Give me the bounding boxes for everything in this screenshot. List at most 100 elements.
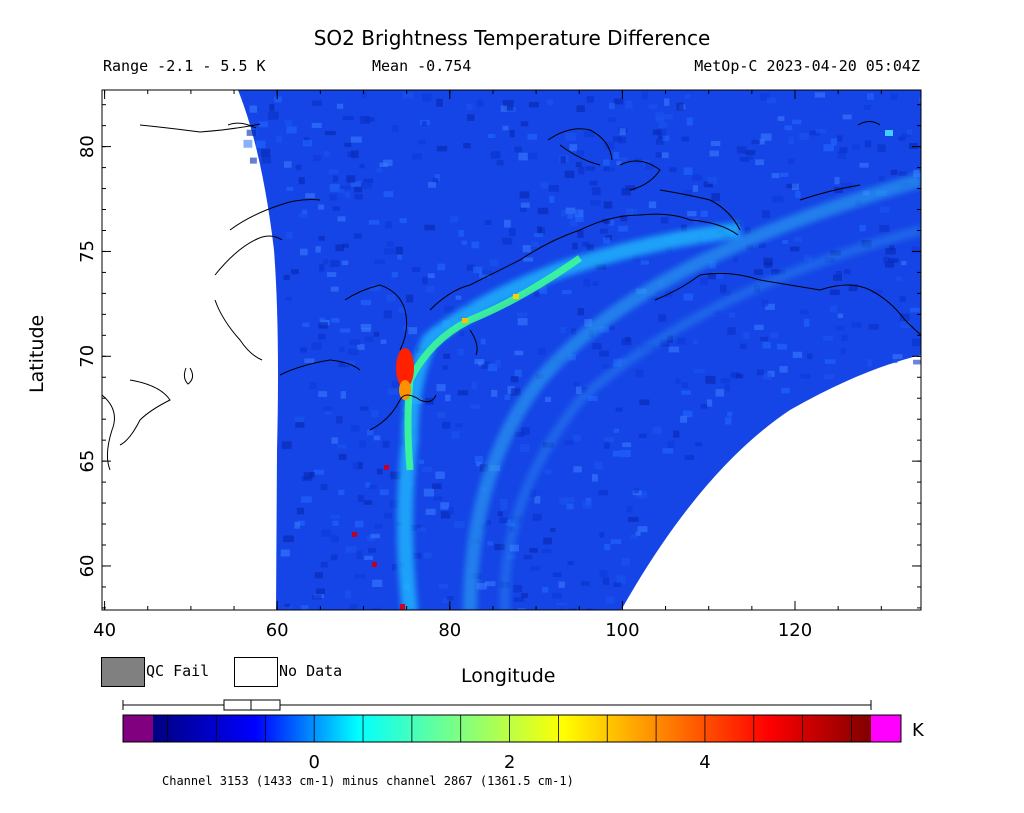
swath-pixel: [814, 92, 826, 98]
swath-pixel: [707, 273, 717, 280]
swath-pixel: [352, 462, 359, 470]
colorbar-tick-label: 0: [308, 752, 319, 773]
swath-pixel: [463, 143, 471, 149]
swath-pixel: [363, 500, 373, 505]
swath-pixel: [792, 351, 803, 358]
swath-pixel: [511, 388, 521, 396]
colorbar-frame: [122, 714, 902, 743]
swath-pixel: [268, 111, 279, 120]
swath-pixel: [823, 144, 835, 152]
swath-pixel: [556, 602, 568, 610]
swath-pixel: [518, 152, 528, 161]
swath-pixel: [709, 260, 717, 269]
swath-pixel: [724, 384, 731, 392]
swath-pixel: [683, 410, 693, 418]
swath-pixel: [685, 94, 691, 99]
swath-pixel: [602, 159, 610, 167]
swath-pixel: [344, 191, 351, 198]
swath-pixel: [621, 338, 632, 346]
swath-pixel: [366, 429, 374, 436]
swath-pixel: [329, 194, 337, 201]
swath-pixel: [552, 572, 562, 577]
swath-pixel: [604, 436, 615, 443]
swath-pixel: [700, 210, 708, 217]
swath-pixel: [565, 207, 576, 214]
swath-pixel: [484, 220, 492, 225]
swath-pixel: [529, 489, 537, 498]
swath-pixel: [586, 244, 594, 251]
colorbar-tick-label: 4: [699, 752, 710, 773]
swath-pixel: [302, 322, 310, 328]
swath-pixel: [584, 319, 593, 327]
swath-pixel: [412, 552, 422, 559]
swath-pixel: [300, 248, 308, 256]
swath-pixel: [823, 335, 833, 342]
swath-pixel: [313, 154, 322, 162]
channel-footnote: Channel 3153 (1433 cm-1) minus channel 2…: [162, 774, 574, 788]
swath-pixel: [402, 325, 409, 331]
swath-pixel: [499, 498, 508, 504]
swath-pixel: [249, 105, 258, 113]
swath-pixel: [613, 98, 624, 105]
swath-pixel: [320, 561, 328, 568]
swath-pixel: [458, 229, 465, 237]
swath-pixel: [787, 158, 795, 165]
swath-pixel: [318, 204, 324, 210]
swath-pixel: [710, 140, 721, 147]
swath-pixel: [630, 209, 638, 217]
swath-pixel: [372, 579, 383, 588]
x-tick-label: 80: [438, 620, 461, 641]
swath-pixel: [517, 608, 526, 610]
swath-pixel: [777, 116, 785, 121]
swath-pixel: [774, 269, 786, 275]
swath-pixel: [790, 246, 800, 252]
swath-pixel: [800, 373, 811, 379]
swath-pixel: [322, 259, 329, 265]
swath-pixel: [332, 520, 339, 526]
swath-pixel: [376, 468, 383, 475]
swath-pixel: [799, 133, 809, 141]
swath-pixel: [537, 207, 549, 215]
swath-pixel: [261, 148, 271, 157]
swath-pixel: [566, 503, 574, 510]
swath-pixel: [437, 412, 446, 419]
swath-pixel: [374, 259, 385, 265]
swath-pixel: [884, 261, 895, 268]
swath-pixel: [707, 176, 718, 185]
swath-pixel: [719, 284, 727, 293]
swath-pixel: [705, 375, 716, 384]
swath-pixel: [320, 484, 328, 491]
swath-pixel: [564, 170, 575, 179]
swath-pixel: [599, 228, 608, 234]
swath-pixel: [809, 130, 820, 136]
swath-pixel: [436, 145, 448, 152]
swath-pixel: [291, 269, 299, 275]
swath-pixel: [625, 185, 636, 191]
swath-pixel: [527, 134, 538, 140]
swath-pixel: [776, 343, 788, 350]
swath-pixel: [658, 314, 667, 322]
cyan-band-outer: [463, 173, 921, 610]
swath-pixel: [764, 261, 773, 268]
swath-pixel: [324, 410, 333, 415]
swath-pixel: [919, 97, 921, 103]
swath-pixel: [370, 284, 380, 292]
swath-pixel: [561, 209, 567, 217]
swath-pixel: [559, 497, 567, 505]
so2-plume-outer: [397, 222, 741, 610]
swath-pixel: [598, 609, 607, 610]
swath-pixel: [546, 99, 554, 106]
swath-pixel: [645, 162, 654, 170]
swath-pixel: [599, 326, 609, 333]
swath-pixel: [513, 584, 523, 593]
swath-pixel: [495, 359, 501, 368]
swath-pixel: [491, 389, 498, 397]
swath-pixel: [720, 378, 731, 384]
bright-pixel: [885, 130, 893, 136]
swath-pixel: [423, 488, 434, 497]
swath-pixel: [574, 209, 584, 218]
swath-pixel: [550, 527, 556, 532]
swath-pixel: [890, 93, 898, 100]
swath-pixel: [866, 93, 875, 100]
swath-pixel: [736, 146, 747, 154]
